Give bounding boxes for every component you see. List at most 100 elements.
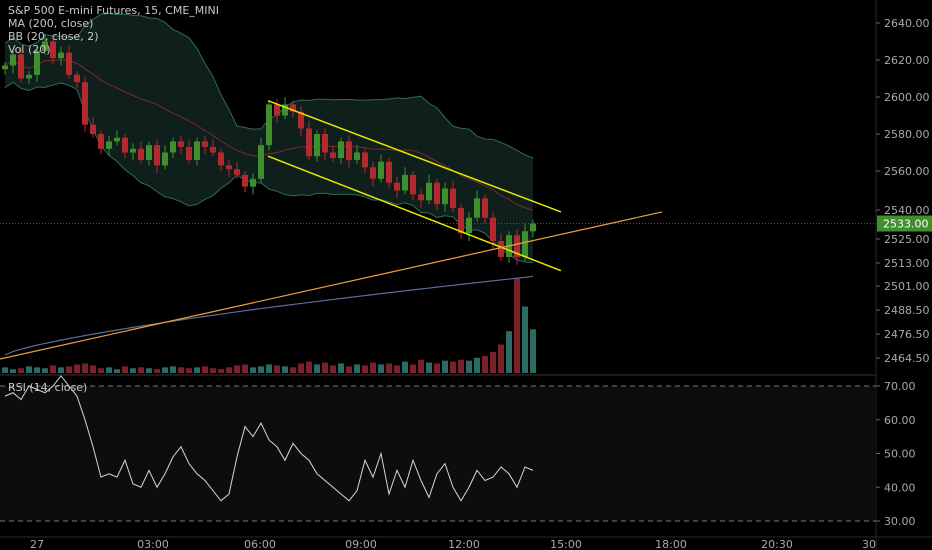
volume-bar xyxy=(58,367,64,373)
volume-bar xyxy=(114,369,120,373)
price-tick-label: 2476.50 xyxy=(884,328,930,341)
candle-body xyxy=(170,141,176,153)
candle-body xyxy=(322,134,328,153)
candle-body xyxy=(306,128,312,157)
volume-bar xyxy=(2,367,8,373)
volume-bar xyxy=(274,365,280,373)
candle-body xyxy=(346,141,352,160)
current-price-tag xyxy=(877,215,932,232)
volume-bar xyxy=(34,367,40,373)
volume-bar xyxy=(370,362,376,373)
legend-bb[interactable]: BB (20, close, 2) xyxy=(8,30,99,43)
candle-body xyxy=(498,241,504,257)
volume-bar xyxy=(178,367,184,373)
volume-bar xyxy=(218,369,224,373)
price-tick-label: 2501.00 xyxy=(884,280,930,293)
volume-bar xyxy=(226,367,232,373)
candle-body xyxy=(82,82,88,125)
candle-body xyxy=(26,74,32,79)
volume-bar xyxy=(50,365,56,373)
candle-body xyxy=(378,161,384,179)
time-tick-label: 30 xyxy=(862,538,876,550)
volume-bar xyxy=(466,360,472,373)
volume-bar xyxy=(146,368,152,373)
candle-body xyxy=(226,165,232,170)
volume-bar xyxy=(514,278,520,373)
volume-bar xyxy=(122,366,128,373)
volume-bar xyxy=(482,355,488,373)
rsi-pane xyxy=(0,375,876,522)
candle-body xyxy=(242,174,248,187)
volume-bar xyxy=(186,368,192,373)
volume-bar xyxy=(42,368,48,373)
price-tick-label: 2513.00 xyxy=(884,257,930,270)
price-tick-label: 2540.00 xyxy=(884,204,930,217)
candle-body xyxy=(10,54,16,66)
legend-symbol[interactable]: S&P 500 E-mini Futures, 15, CME_MINI xyxy=(8,4,219,17)
candle-body xyxy=(18,54,24,79)
candle-body xyxy=(114,137,120,142)
candle-body xyxy=(338,141,344,159)
volume-bar xyxy=(154,369,160,373)
legend-vol[interactable]: Vol (20) xyxy=(8,43,51,56)
time-tick-label: 06:00 xyxy=(244,538,276,550)
volume-bar xyxy=(266,364,272,373)
candle-body xyxy=(66,52,72,75)
candle-body xyxy=(34,50,40,75)
rsi-band-fill xyxy=(0,386,876,521)
volume-bar xyxy=(330,365,336,373)
legend-ma[interactable]: MA (200, close) xyxy=(8,17,94,30)
volume-bar xyxy=(18,368,24,373)
candle-body xyxy=(74,74,80,83)
candle-body xyxy=(522,231,528,257)
drawn-trendlines xyxy=(0,99,663,360)
candle-body xyxy=(218,152,224,166)
rsi-tick-label: 60.00 xyxy=(884,414,916,427)
volume-bar xyxy=(498,344,504,373)
candle-body xyxy=(370,167,376,179)
candle-body xyxy=(162,152,168,166)
channel-lower-trendline xyxy=(267,155,562,272)
candle-body xyxy=(514,235,520,257)
candle-body xyxy=(330,152,336,159)
candle-body xyxy=(138,148,144,160)
current-price-label: 2533.00 xyxy=(883,218,929,231)
volume-bar xyxy=(442,360,448,373)
volume-bar xyxy=(522,306,528,373)
volume-bar xyxy=(506,331,512,373)
volume-bar xyxy=(386,363,392,373)
price-tick-label: 2488.50 xyxy=(884,304,930,317)
volume-bar xyxy=(474,357,480,373)
candle-body xyxy=(474,198,480,218)
rsi-legend[interactable]: RSI (14, close) xyxy=(8,381,88,394)
time-tick-label: 18:00 xyxy=(655,538,687,550)
candle-body xyxy=(418,194,424,201)
candle-body xyxy=(482,198,488,218)
volume-bar xyxy=(354,364,360,373)
candle-body xyxy=(234,169,240,175)
candle-body xyxy=(282,104,288,116)
candle-body xyxy=(98,134,104,149)
candle-body xyxy=(186,146,192,160)
volume-bar xyxy=(434,363,440,373)
rsi-line xyxy=(4,375,534,502)
volume-bar xyxy=(322,362,328,373)
volume-bar xyxy=(202,366,208,373)
volume-bar xyxy=(106,367,112,373)
volume-bar xyxy=(410,364,416,373)
price-tick-label: 2560.00 xyxy=(884,165,930,178)
volume-bar xyxy=(458,359,464,373)
time-tick-label: 20:30 xyxy=(761,538,793,550)
volume-bar xyxy=(250,367,256,373)
candle-body xyxy=(274,104,280,116)
volume-bar xyxy=(426,362,432,373)
volume-bar xyxy=(138,367,144,373)
volume-bars xyxy=(2,278,536,373)
price-tick-label: 2580.00 xyxy=(884,128,930,141)
price-tick-label: 2600.00 xyxy=(884,91,930,104)
volume-bar xyxy=(130,368,136,373)
time-tick-label: 09:00 xyxy=(345,538,377,550)
rsi-tick-label: 30.00 xyxy=(884,515,916,528)
volume-bar xyxy=(66,366,72,373)
volume-bar xyxy=(402,361,408,373)
